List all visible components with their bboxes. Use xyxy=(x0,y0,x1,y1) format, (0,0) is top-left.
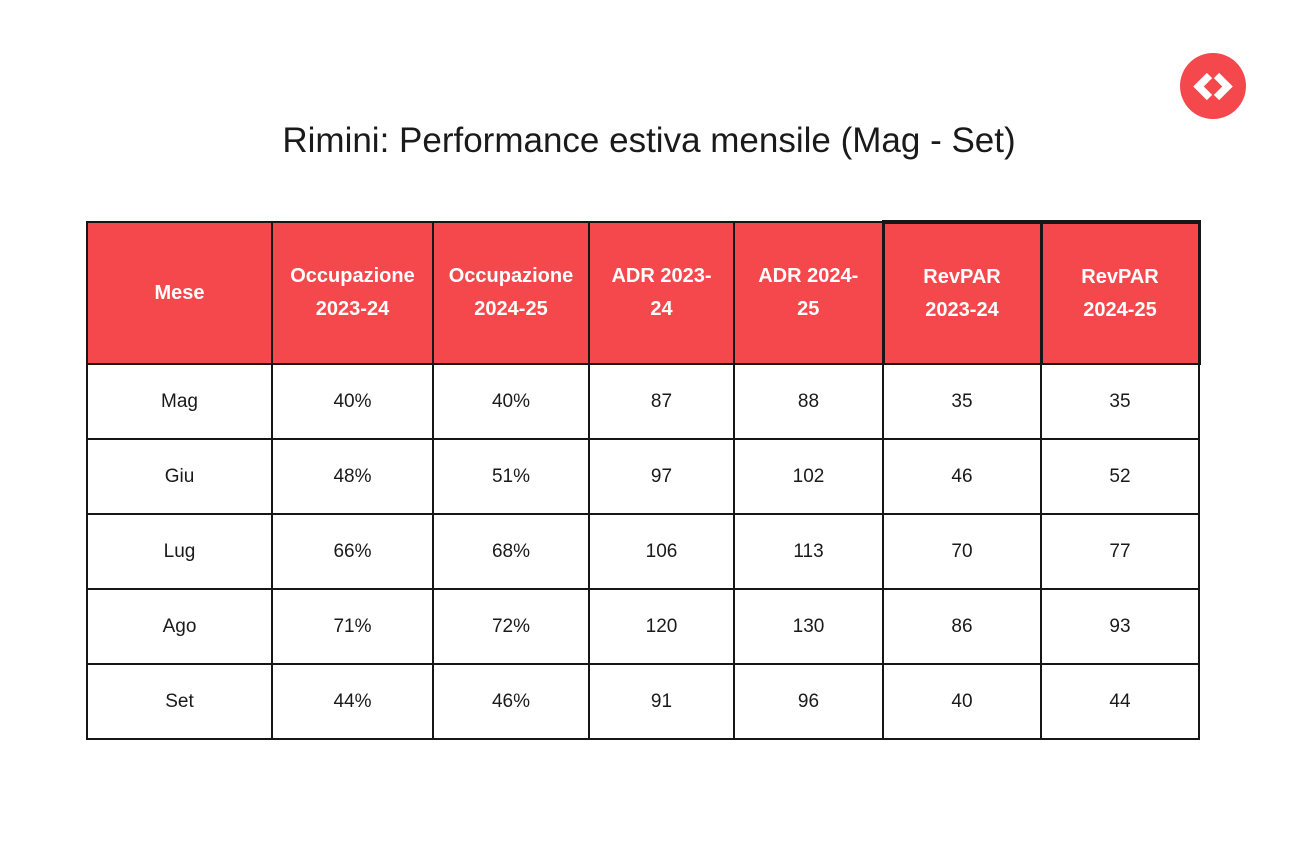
table-cell: 48% xyxy=(271,438,434,515)
brand-logo xyxy=(1180,53,1246,119)
table-cell: 97 xyxy=(588,438,735,515)
table-cell: 52 xyxy=(1040,438,1200,515)
table-cell: 106 xyxy=(588,513,735,590)
row-label: Giu xyxy=(86,438,273,515)
table-cell: 93 xyxy=(1040,588,1200,665)
code-brackets-icon xyxy=(1193,72,1233,101)
table-row-lug: Lug 66% 68% 106 113 70 77 xyxy=(86,513,1200,590)
table-cell: 44 xyxy=(1040,663,1200,740)
row-label: Set xyxy=(86,663,273,740)
table-cell: 130 xyxy=(733,588,884,665)
col-header-revpar-2023-24: RevPAR 2023-24 xyxy=(881,220,1043,365)
page-title: Rimini: Performance estiva mensile (Mag … xyxy=(282,121,1016,160)
table-cell: 46% xyxy=(432,663,590,740)
table-cell: 40 xyxy=(882,663,1042,740)
table-row-set: Set 44% 46% 91 96 40 44 xyxy=(86,663,1200,740)
col-header-occupazione-2023-24: Occupazione 2023-24 xyxy=(271,221,434,365)
table-cell: 91 xyxy=(588,663,735,740)
col-header-adr-2024-25: ADR 2024-25 xyxy=(733,221,884,365)
table-cell: 66% xyxy=(271,513,434,590)
table-cell: 102 xyxy=(733,438,884,515)
table-row-giu: Giu 48% 51% 97 102 46 52 xyxy=(86,438,1200,515)
table-row-ago: Ago 71% 72% 120 130 86 93 xyxy=(86,588,1200,665)
table-cell: 46 xyxy=(882,438,1042,515)
table-cell: 86 xyxy=(882,588,1042,665)
table-cell: 88 xyxy=(733,363,884,440)
table-cell: 120 xyxy=(588,588,735,665)
table-cell: 51% xyxy=(432,438,590,515)
row-label: Ago xyxy=(86,588,273,665)
row-label: Mag xyxy=(86,363,273,440)
table-cell: 44% xyxy=(271,663,434,740)
table-cell: 70 xyxy=(882,513,1042,590)
table-cell: 72% xyxy=(432,588,590,665)
table-cell: 96 xyxy=(733,663,884,740)
table-row-mag: Mag 40% 40% 87 88 35 35 xyxy=(86,363,1200,440)
table-cell: 113 xyxy=(733,513,884,590)
col-header-occupazione-2024-25: Occupazione 2024-25 xyxy=(432,221,590,365)
col-header-mese: Mese xyxy=(86,221,273,365)
table-cell: 35 xyxy=(1040,363,1200,440)
table-cell: 40% xyxy=(271,363,434,440)
table-cell: 68% xyxy=(432,513,590,590)
table-cell: 35 xyxy=(882,363,1042,440)
table-cell: 77 xyxy=(1040,513,1200,590)
table-cell: 87 xyxy=(588,363,735,440)
header-row: Mese Occupazione 2023-24 Occupazione 202… xyxy=(86,220,1201,365)
performance-table: Mese Occupazione 2023-24 Occupazione 202… xyxy=(86,220,1201,740)
row-label: Lug xyxy=(86,513,273,590)
table-cell: 40% xyxy=(432,363,590,440)
col-header-revpar-2024-25: RevPAR 2024-25 xyxy=(1039,220,1201,365)
table-cell: 71% xyxy=(271,588,434,665)
col-header-adr-2023-24: ADR 2023-24 xyxy=(588,221,735,365)
